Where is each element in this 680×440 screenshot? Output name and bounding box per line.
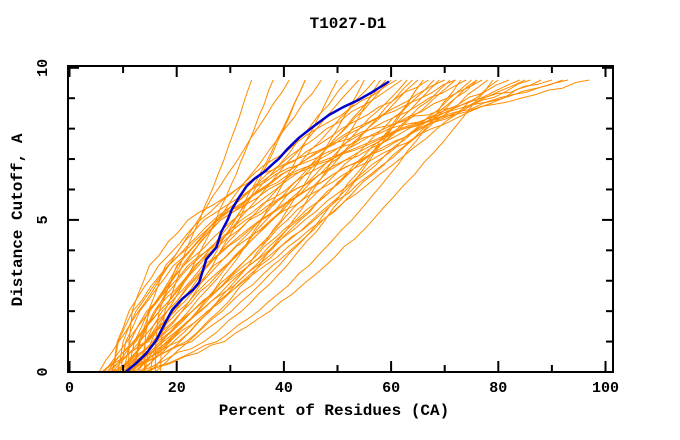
predicted-models-curve <box>128 79 381 373</box>
predicted-models-curve <box>136 79 387 373</box>
plot-frame <box>67 65 614 373</box>
x-axis-title: Percent of Residues (CA) <box>219 402 449 420</box>
predicted-models-curve <box>106 79 274 373</box>
predicted-models-curve <box>133 79 510 373</box>
y-axis-title: Distance Cutoff, A <box>9 133 27 306</box>
predicted-models-curve <box>106 79 360 373</box>
predicted-models-curve <box>133 79 483 373</box>
highlighted-model-curve <box>124 80 390 373</box>
predicted-models-curve <box>117 79 478 373</box>
x-tick-label: 40 <box>275 380 293 397</box>
predicted-models-curve <box>122 79 408 373</box>
chart-title: T1027-D1 <box>310 15 387 33</box>
predicted-models-curve <box>117 79 429 373</box>
predicted-models-curve <box>122 79 456 373</box>
x-tick-label: 100 <box>592 380 619 397</box>
axis-box <box>67 65 614 373</box>
x-tick-label: 80 <box>489 380 507 397</box>
predicted-models-curve <box>144 79 526 373</box>
y-tick-label: 0 <box>35 367 52 376</box>
predicted-models-curve <box>154 79 478 373</box>
model-curves-group <box>98 79 590 373</box>
predicted-models-curve <box>111 79 397 373</box>
predicted-models-curve <box>128 79 467 373</box>
predicted-models-curve <box>122 79 424 373</box>
predicted-models-curve <box>122 79 520 373</box>
y-tick-label: 10 <box>35 59 52 77</box>
predicted-models-curve <box>160 79 563 373</box>
predicted-models-curve <box>101 79 306 373</box>
x-tick-label: 0 <box>65 380 74 397</box>
predicted-models-curve <box>144 79 494 373</box>
y-tick-label: 5 <box>35 215 52 224</box>
predicted-models-curve <box>117 79 392 373</box>
predicted-models-curve <box>154 79 590 373</box>
predicted-models-curve <box>139 79 424 373</box>
tick-labels: 0 20 40 60 80 100 0 5 10 <box>35 59 619 397</box>
highlighted-curve-group <box>124 80 390 373</box>
predicted-models-curve <box>141 79 413 373</box>
x-tick-label: 60 <box>382 380 400 397</box>
predicted-models-curve <box>125 79 488 373</box>
x-tick-label: 20 <box>168 380 186 397</box>
predicted-models-curve <box>98 79 290 373</box>
predicted-models-curve <box>128 79 553 373</box>
predicted-models-curve <box>111 79 456 373</box>
predicted-models-curve <box>149 79 440 373</box>
predicted-models-curve <box>144 79 462 373</box>
